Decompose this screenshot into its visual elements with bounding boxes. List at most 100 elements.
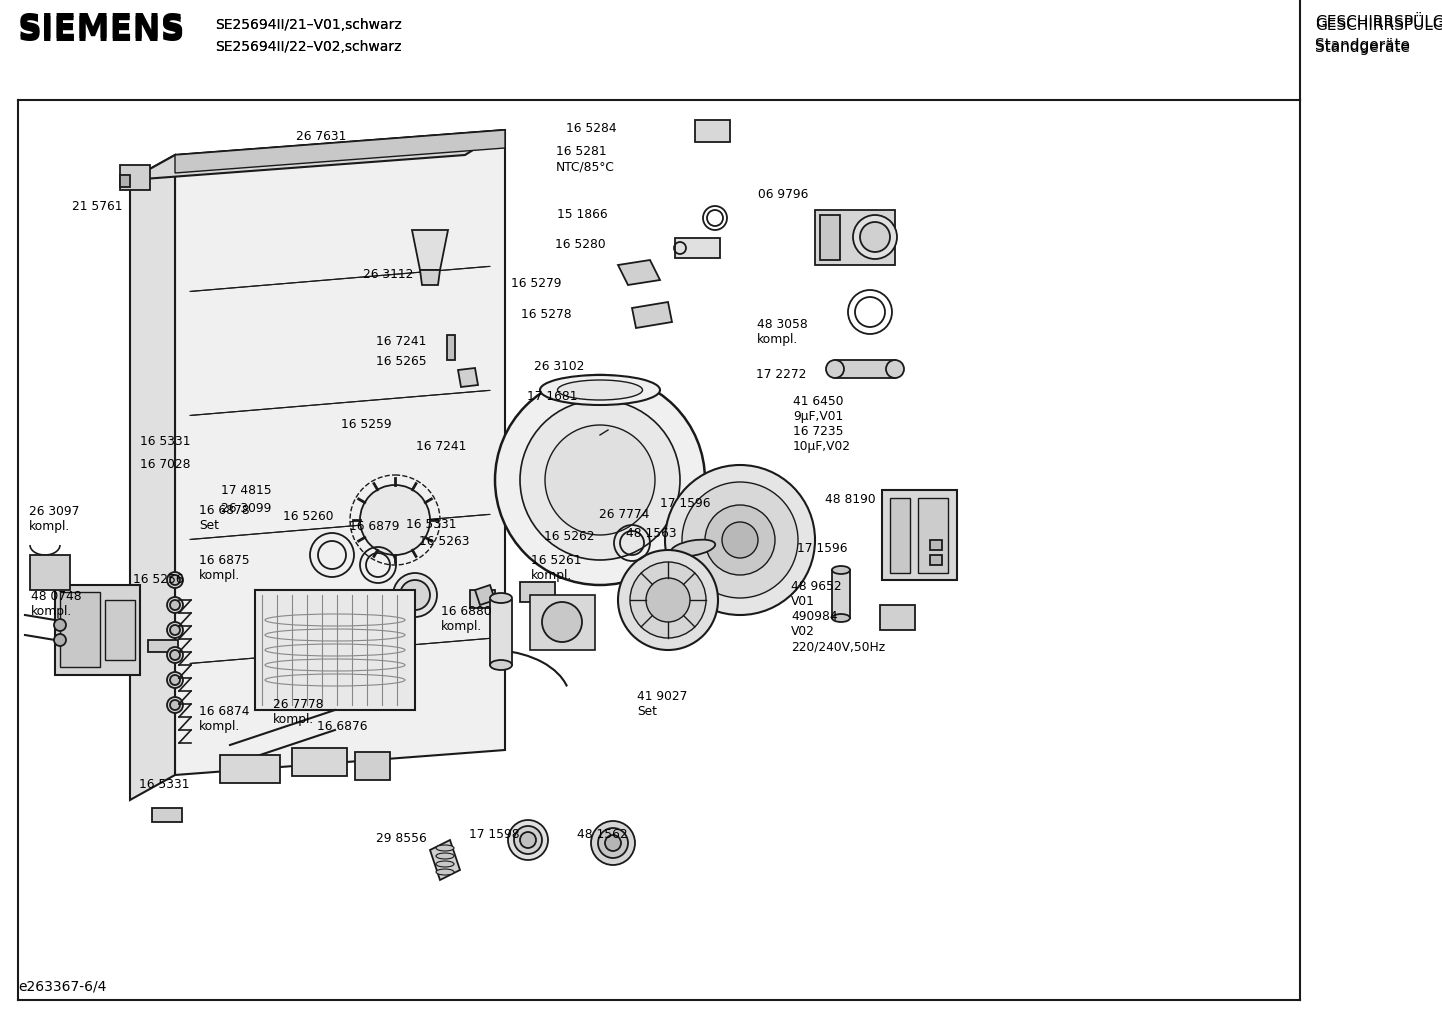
Text: SE25694II/22–V02,schwarz: SE25694II/22–V02,schwarz — [215, 40, 401, 54]
Text: 26 3099: 26 3099 — [221, 502, 271, 515]
Text: SE25694II/21–V01,schwarz: SE25694II/21–V01,schwarz — [215, 18, 402, 32]
Text: SIEMENS: SIEMENS — [17, 15, 186, 48]
Text: 17 2272: 17 2272 — [756, 368, 806, 381]
Bar — [470, 590, 495, 608]
Bar — [930, 555, 942, 565]
Text: 16 5331: 16 5331 — [140, 435, 190, 448]
Circle shape — [167, 647, 183, 663]
Bar — [149, 640, 177, 652]
Bar — [105, 600, 136, 660]
Circle shape — [854, 215, 897, 259]
Text: 06 9796: 06 9796 — [758, 187, 809, 201]
Bar — [221, 755, 280, 783]
Bar — [890, 498, 910, 573]
Text: 15 1866: 15 1866 — [557, 208, 607, 221]
Text: 16 6874
kompl.: 16 6874 kompl. — [199, 705, 249, 733]
Bar — [820, 215, 841, 260]
Text: 16 5281
NTC/85°C: 16 5281 NTC/85°C — [557, 145, 614, 173]
Text: 16 6875
kompl.: 16 6875 kompl. — [199, 554, 249, 582]
Circle shape — [682, 482, 797, 598]
Ellipse shape — [490, 593, 512, 603]
Circle shape — [170, 600, 180, 610]
Circle shape — [513, 826, 542, 854]
Circle shape — [399, 580, 430, 610]
Polygon shape — [459, 368, 477, 387]
Text: 26 3112: 26 3112 — [363, 268, 414, 281]
Bar — [531, 595, 596, 650]
Bar — [120, 165, 150, 190]
Text: 48 1563: 48 1563 — [626, 527, 676, 540]
Text: 16 5260: 16 5260 — [283, 510, 333, 523]
Text: 26 3102: 26 3102 — [534, 360, 584, 373]
Text: e263367‑6/4: e263367‑6/4 — [17, 980, 107, 994]
Circle shape — [170, 650, 180, 660]
Text: 17 4815: 17 4815 — [221, 484, 271, 497]
Ellipse shape — [435, 861, 454, 867]
Circle shape — [170, 575, 180, 585]
Circle shape — [591, 821, 634, 865]
Ellipse shape — [671, 540, 715, 556]
Circle shape — [508, 820, 548, 860]
Ellipse shape — [435, 853, 454, 859]
Bar — [151, 808, 182, 822]
Text: 48 8190: 48 8190 — [825, 493, 875, 506]
Polygon shape — [174, 130, 505, 775]
Circle shape — [170, 700, 180, 710]
Text: Standgeräte: Standgeräte — [1315, 38, 1410, 53]
Text: 16 5278: 16 5278 — [521, 308, 571, 321]
Text: GESCHIRRSPÜLGERÄTE: GESCHIRRSPÜLGERÄTE — [1315, 18, 1442, 33]
Bar — [120, 175, 130, 187]
Text: 16 7241: 16 7241 — [415, 440, 466, 453]
Circle shape — [859, 222, 890, 252]
Text: 16 7241: 16 7241 — [376, 335, 427, 348]
Bar — [880, 605, 916, 630]
Circle shape — [885, 360, 904, 378]
Bar — [355, 752, 389, 780]
Text: 16 5331: 16 5331 — [138, 777, 189, 791]
Text: 26 7774: 26 7774 — [598, 508, 649, 521]
Text: 16 6876: 16 6876 — [317, 720, 368, 733]
Bar — [490, 600, 512, 665]
Text: SE25694II/22–V02,schwarz: SE25694II/22–V02,schwarz — [215, 40, 401, 54]
Text: 16 7028: 16 7028 — [140, 458, 190, 471]
Circle shape — [521, 832, 536, 848]
Text: 21 5761: 21 5761 — [72, 200, 123, 213]
Bar — [291, 748, 348, 776]
Circle shape — [167, 622, 183, 638]
Circle shape — [521, 400, 681, 560]
Polygon shape — [420, 270, 440, 285]
Circle shape — [826, 360, 844, 378]
Text: 48 0748
kompl.: 48 0748 kompl. — [30, 590, 82, 618]
Text: 16 5263: 16 5263 — [420, 535, 470, 548]
Circle shape — [542, 602, 583, 642]
Polygon shape — [412, 230, 448, 270]
Text: 41 9027
Set: 41 9027 Set — [637, 690, 688, 718]
Polygon shape — [430, 840, 460, 880]
Circle shape — [167, 597, 183, 613]
Circle shape — [598, 828, 629, 858]
Circle shape — [495, 375, 705, 585]
Text: 16 6880
kompl.: 16 6880 kompl. — [441, 605, 492, 633]
Polygon shape — [130, 155, 174, 800]
Bar — [521, 582, 555, 602]
Circle shape — [619, 550, 718, 650]
Bar — [695, 120, 730, 142]
Bar — [883, 490, 957, 580]
Bar — [61, 592, 99, 667]
Bar — [919, 498, 947, 573]
Ellipse shape — [558, 380, 643, 400]
Text: 16 5280: 16 5280 — [555, 238, 606, 251]
Ellipse shape — [490, 660, 512, 671]
Text: 16 6879: 16 6879 — [349, 520, 399, 533]
Circle shape — [167, 697, 183, 713]
Circle shape — [167, 672, 183, 688]
Circle shape — [665, 465, 815, 615]
Text: 16 5284: 16 5284 — [567, 122, 617, 135]
Text: 17 1596: 17 1596 — [797, 542, 848, 555]
Text: 16 5331: 16 5331 — [407, 518, 457, 531]
Text: 17 1598: 17 1598 — [469, 828, 519, 841]
Bar — [835, 360, 895, 378]
Polygon shape — [130, 130, 505, 180]
Polygon shape — [474, 585, 495, 605]
Polygon shape — [632, 302, 672, 328]
